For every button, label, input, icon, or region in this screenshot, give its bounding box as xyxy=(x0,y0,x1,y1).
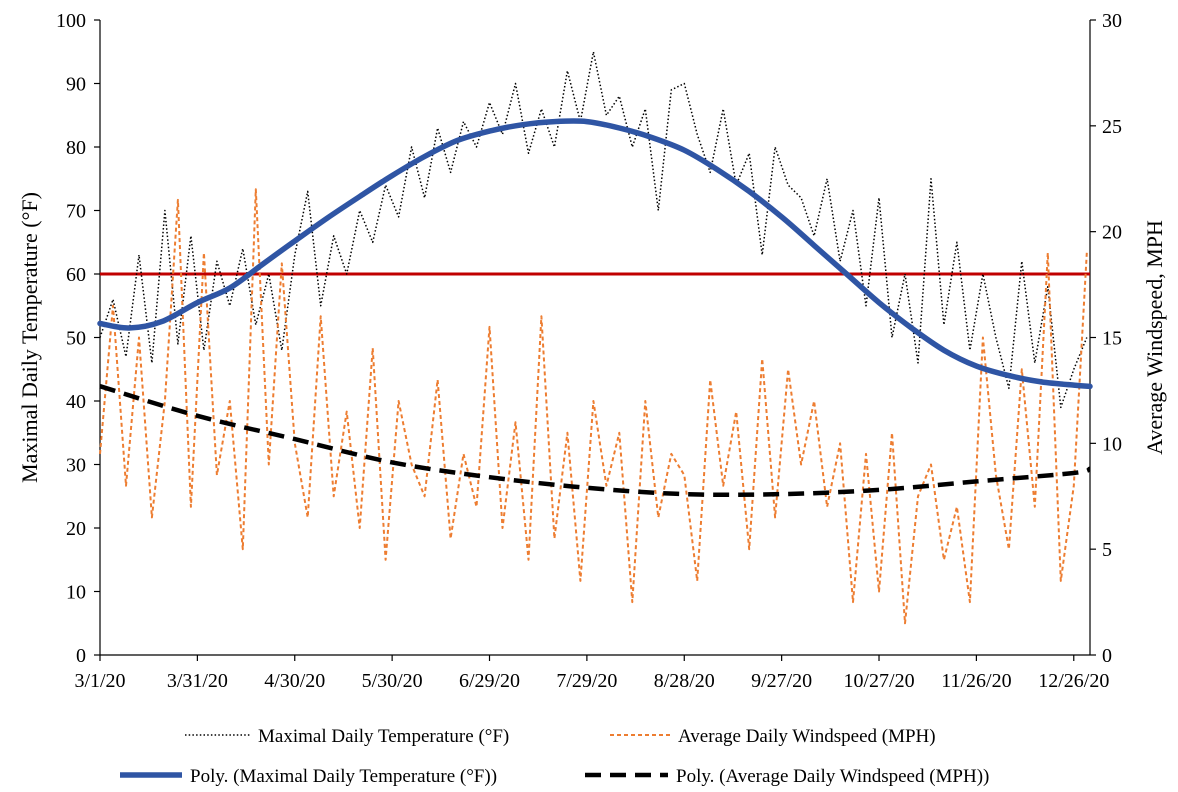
legend-label-windspeed: Average Daily Windspeed (MPH) xyxy=(678,726,936,747)
x-tick-label: 4/30/20 xyxy=(264,670,325,692)
x-tick-label: 12/26/20 xyxy=(1038,670,1109,692)
windspeed-line xyxy=(99,188,1088,625)
left-tick-label: 50 xyxy=(66,328,86,350)
left-tick-label: 10 xyxy=(66,582,86,604)
right-tick-label: 5 xyxy=(1102,539,1112,561)
series-layer xyxy=(97,51,1093,625)
x-tick-label: 10/27/20 xyxy=(843,670,914,692)
y2-axis-title: Average Windspeed, MPH xyxy=(1142,220,1167,455)
left-tick-label: 20 xyxy=(66,518,86,540)
x-tick-label: 7/29/20 xyxy=(556,670,617,692)
x-tick-label: 5/30/20 xyxy=(362,670,423,692)
right-tick-label: 0 xyxy=(1102,645,1112,667)
legend-entry-temperature-trend: Poly. (Maximal Daily Temperature (°F)) xyxy=(120,766,497,787)
left-tick-label: 90 xyxy=(66,74,86,96)
right-axis-ticks: 0 5 10 15 20 25 30 xyxy=(1090,10,1122,667)
x-tick-label: 3/31/20 xyxy=(167,670,228,692)
x-tick-label: 3/1/20 xyxy=(74,670,125,692)
x-tick-label: 6/29/20 xyxy=(459,670,520,692)
right-tick-label: 20 xyxy=(1102,222,1122,244)
legend-entry-temperature: Maximal Daily Temperature (°F) xyxy=(185,726,509,747)
left-tick-label: 40 xyxy=(66,391,86,413)
x-tick-label: 8/28/20 xyxy=(654,670,715,692)
legend: Maximal Daily Temperature (°F) Average D… xyxy=(120,726,989,787)
legend-label-temperature: Maximal Daily Temperature (°F) xyxy=(258,726,509,747)
x-tick-label: 9/27/20 xyxy=(751,670,812,692)
right-tick-label: 15 xyxy=(1102,328,1122,350)
legend-entry-windspeed-trend: Poly. (Average Daily Windspeed (MPH)) xyxy=(585,766,989,787)
legend-label-windspeed-trend: Poly. (Average Daily Windspeed (MPH)) xyxy=(676,766,989,787)
temperature-line xyxy=(99,51,1088,409)
right-tick-label: 25 xyxy=(1102,116,1122,138)
y-axis-title: Maximal Daily Temperature (°F) xyxy=(17,192,42,483)
windspeed-trendline xyxy=(99,384,1092,498)
plot-area: 0 10 20 30 40 50 60 70 80 90 100 0 5 10 15 20 25 30 3/1/… xyxy=(56,10,1122,692)
legend-label-temperature-trend: Poly. (Maximal Daily Temperature (°F)) xyxy=(190,766,497,787)
right-tick-label: 30 xyxy=(1102,10,1122,32)
left-tick-label: 80 xyxy=(66,137,86,159)
left-tick-label: 60 xyxy=(66,264,86,286)
left-tick-label: 70 xyxy=(66,201,86,223)
x-tick-label: 11/26/20 xyxy=(941,670,1011,692)
legend-entry-windspeed: Average Daily Windspeed (MPH) xyxy=(610,726,936,747)
right-tick-label: 10 xyxy=(1102,433,1122,455)
left-axis-ticks: 0 10 20 30 40 50 60 70 80 90 100 xyxy=(56,10,100,667)
left-tick-label: 0 xyxy=(76,645,86,667)
left-tick-label: 30 xyxy=(66,455,86,477)
temperature-trendline xyxy=(97,118,1093,390)
x-axis-ticks: 3/1/20 3/31/20 4/30/20 5/30/20 6/29/20 7/29/2… xyxy=(74,655,1109,692)
left-tick-label: 100 xyxy=(56,10,86,32)
